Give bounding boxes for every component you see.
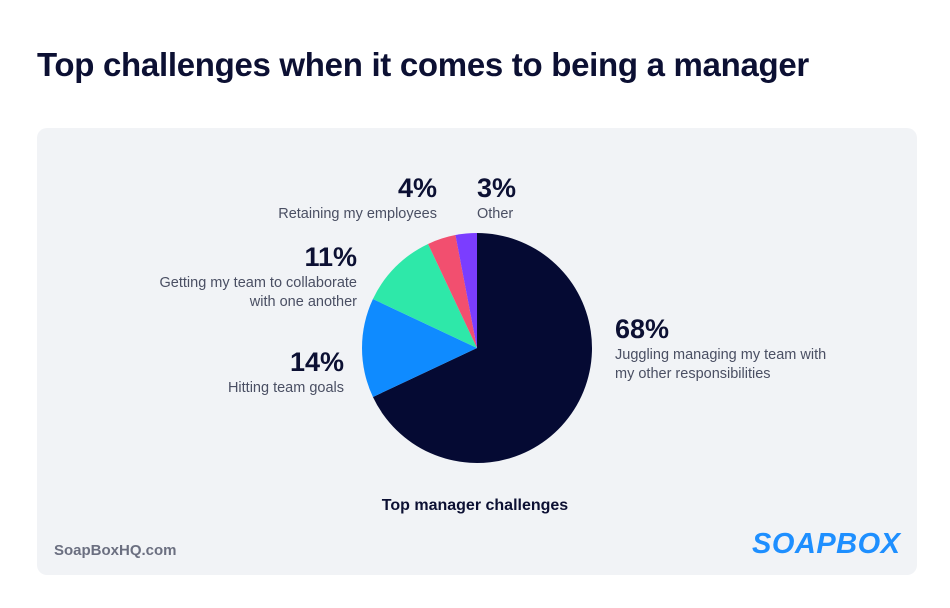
- value-label: 14%: [289, 347, 344, 377]
- category-label: Juggling managing my team with my other …: [615, 347, 827, 382]
- pie-slice: [372, 233, 592, 464]
- slice-label: 68% Juggling managing my team with my oth…: [615, 314, 845, 384]
- slice-label: 14% Hitting team goals: [144, 347, 344, 398]
- value-label: 3%: [477, 173, 517, 203]
- category-label: Hitting team goals: [227, 380, 344, 396]
- category-label: Getting my team to collaborate with one …: [159, 275, 357, 310]
- category-label: Other: [477, 206, 514, 222]
- value-label: 11%: [304, 242, 357, 272]
- page-title: Top challenges when it comes to being a …: [37, 46, 809, 83]
- pie-slice: [428, 235, 477, 348]
- source: SoapBoxHQ.com: [54, 542, 177, 559]
- value-label: 4%: [397, 173, 437, 203]
- pie-slice: [455, 233, 477, 348]
- pie-slice: [372, 243, 477, 348]
- slice-label: 4% Retaining my employees: [237, 173, 437, 224]
- slice-label: 11% Getting my team to collaborate with o…: [147, 242, 357, 312]
- value-label: 68%: [615, 314, 670, 344]
- slice-label: 3% Other: [477, 173, 597, 224]
- pie-slice: [362, 299, 477, 397]
- logo: SOAPBOX: [752, 528, 901, 560]
- chart-title: Top manager challenges: [381, 497, 569, 514]
- category-label: Retaining my employees: [278, 206, 437, 222]
